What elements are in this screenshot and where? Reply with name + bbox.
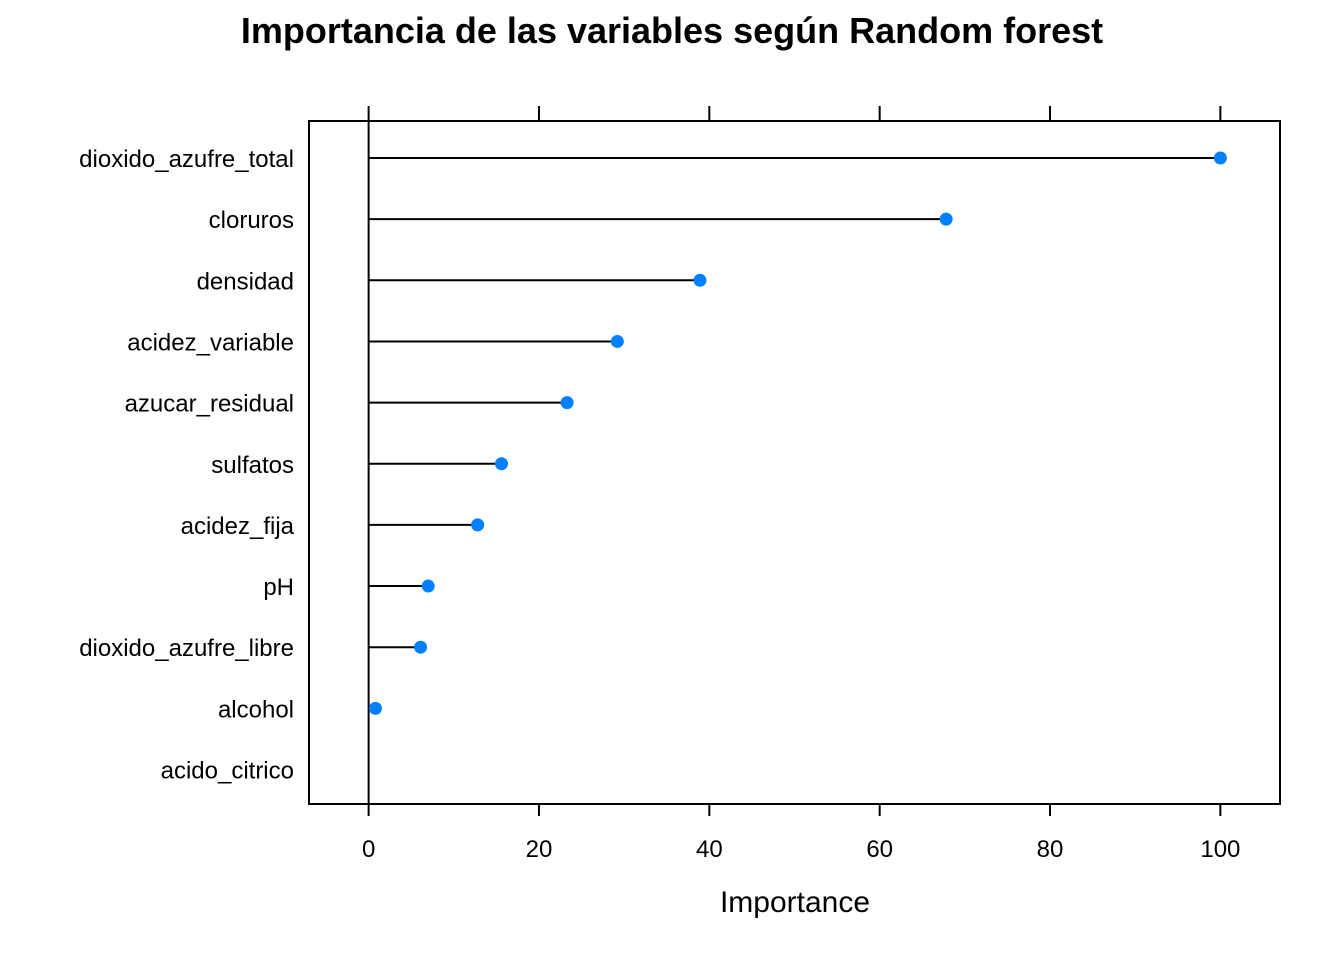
plot-area	[308, 120, 1281, 805]
importance-point	[610, 334, 624, 348]
category-label: pH	[263, 574, 294, 601]
importance-point	[421, 579, 435, 593]
importance-point	[939, 212, 953, 226]
importance-point	[368, 701, 382, 715]
x-tick-label: 80	[1037, 836, 1064, 863]
plot-frame	[308, 120, 1281, 805]
category-labels: dioxido_azufre_total cloruros densidad acid…	[79, 146, 294, 785]
x-tick-label: 0	[362, 836, 375, 863]
x-tick-label: 20	[526, 836, 553, 863]
x-tick-label: 40	[696, 836, 723, 863]
importance-point	[693, 273, 707, 287]
importance-point	[471, 518, 485, 532]
x-axis-title: Importance	[720, 886, 870, 919]
category-label: azucar_residual	[125, 391, 294, 418]
chart-title: Importancia de las variables según Rando…	[241, 10, 1103, 51]
category-label: acidez_fija	[181, 513, 295, 540]
category-label: acidez_variable	[127, 329, 294, 356]
category-label: cloruros	[209, 207, 294, 234]
category-label: dioxido_azufre_total	[79, 146, 294, 173]
category-label: densidad	[197, 268, 294, 295]
importance-point	[494, 457, 508, 471]
category-label: dioxido_azufre_libre	[79, 635, 294, 662]
importance-point	[1213, 151, 1227, 165]
category-label: sulfatos	[211, 452, 294, 479]
importance-point	[414, 640, 428, 654]
category-label: acido_citrico	[161, 758, 294, 785]
x-tick-label: 100	[1200, 836, 1240, 863]
category-label: alcohol	[218, 696, 294, 723]
x-axis: 0 20 40 60 80 100	[362, 106, 1240, 863]
importance-point	[560, 396, 574, 410]
x-tick-label: 60	[866, 836, 893, 863]
